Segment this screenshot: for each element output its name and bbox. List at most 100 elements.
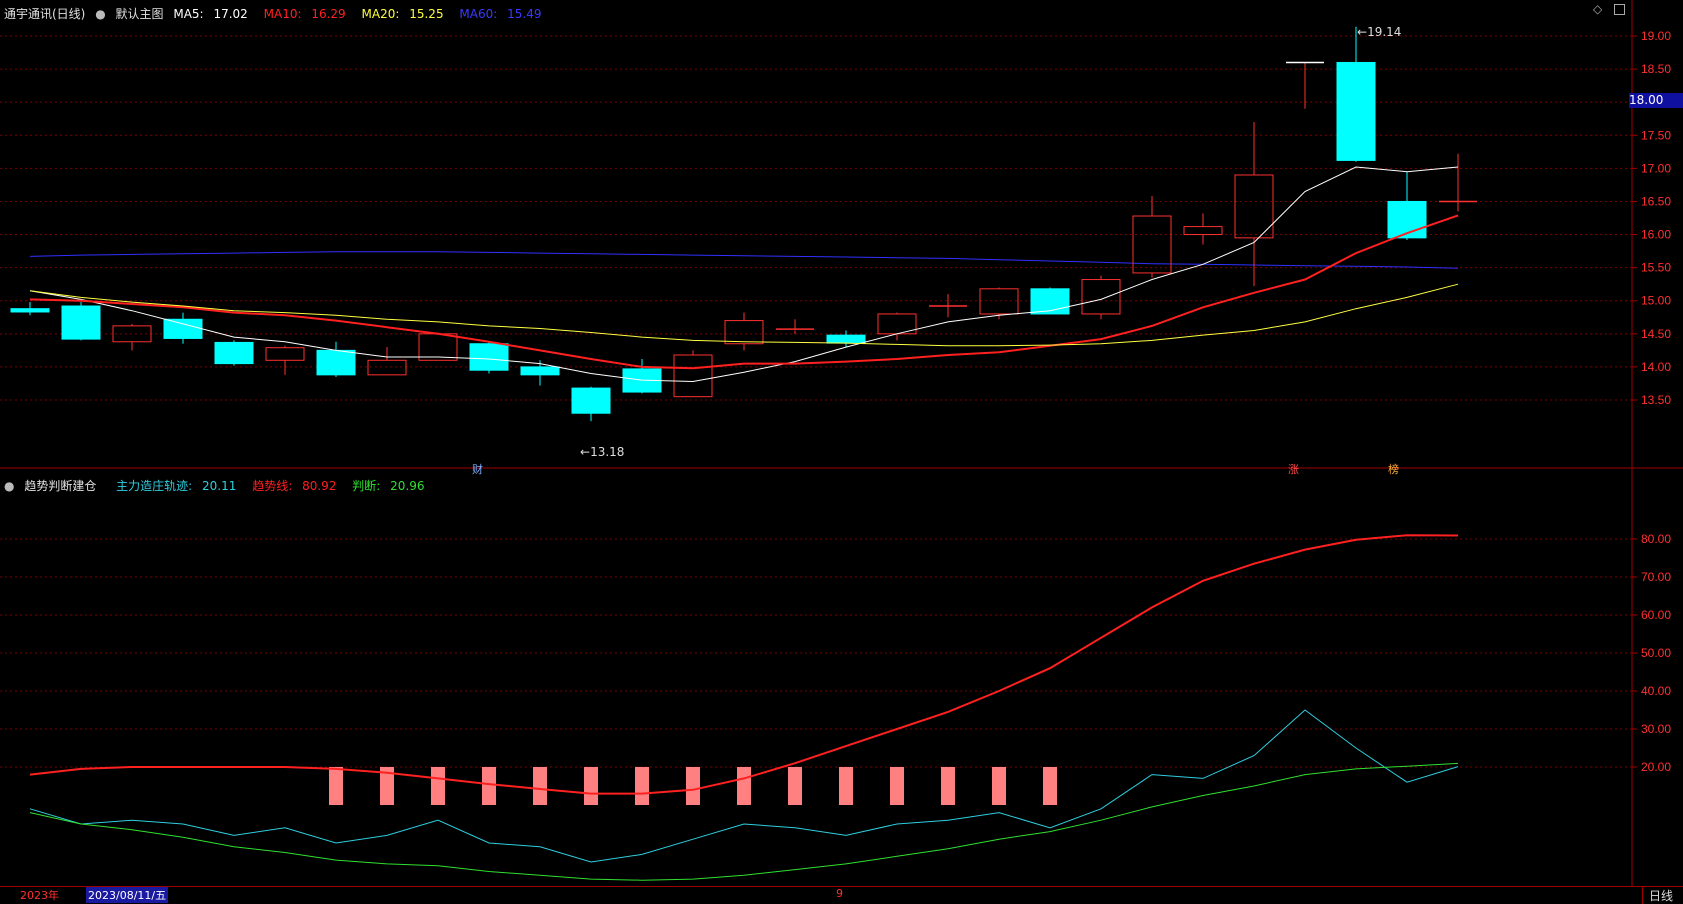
candle-body-up <box>418 333 458 361</box>
ma20-value: 15.25 <box>409 7 444 21</box>
line1-legend: 主力造庄轨迹: 20.11 <box>116 479 242 493</box>
candle <box>214 340 254 366</box>
candle <box>979 287 1019 320</box>
build-position-bar <box>686 767 700 805</box>
dragon-tiger-marker[interactable]: 榜 <box>1388 463 1399 476</box>
sub-collapse-icon[interactable]: ● <box>4 479 15 493</box>
main-indicator-name[interactable]: 默认主图 <box>115 7 164 21</box>
ma20-legend: MA20: 15.25 <box>362 7 450 21</box>
candle <box>10 302 50 316</box>
build-position-bar <box>992 767 1006 805</box>
ma10-value: 16.29 <box>311 7 346 21</box>
main-tick-label: 19.00 <box>1641 29 1671 43</box>
build-position-bar <box>890 767 904 805</box>
candle-body-up <box>112 325 152 343</box>
main-tick-label: 14.00 <box>1641 360 1671 374</box>
sub-series-line-2 <box>29 534 1459 795</box>
sub-indicator-lines <box>29 534 1459 881</box>
line2-value: 80.92 <box>302 479 337 493</box>
ma20-line <box>29 283 1459 347</box>
finance-marker[interactable]: 财 <box>472 463 483 476</box>
line2-legend: 趋势线: 80.92 <box>252 479 342 493</box>
price-axis: 13.50 14.00 14.50 15.00 15.50 16.00 16.50 17.00… <box>1632 29 1671 774</box>
main-tick-label: 15.50 <box>1641 261 1671 275</box>
candle-body-down <box>214 341 254 365</box>
build-position-bar <box>380 767 394 805</box>
chevron-down-icon[interactable]: ● <box>95 7 106 21</box>
build-position-bar <box>584 767 598 805</box>
main-header: 通宇通讯(日线) ● 默认主图 MA5: 17.02 MA10: 16.29 M… <box>4 5 553 22</box>
candle-body-down <box>469 343 509 371</box>
sub-indicator-name[interactable]: 趋势判断建仓 <box>24 479 97 493</box>
ma10-label: MA10: <box>263 7 302 21</box>
candle <box>1030 287 1070 315</box>
candle <box>571 386 611 422</box>
build-position-bar <box>635 767 649 805</box>
line1-label: 主力造庄轨迹: <box>116 479 193 493</box>
year-label: 2023年 <box>20 889 59 902</box>
candle-body-up <box>1183 226 1223 236</box>
month-label: 9 <box>836 887 843 900</box>
build-position-bar <box>329 767 343 805</box>
candle-body-down <box>826 334 866 344</box>
candle-body-down <box>316 349 356 376</box>
candle <box>673 350 713 398</box>
line1-value: 20.11 <box>202 479 237 493</box>
candle-body-up <box>367 359 407 376</box>
moving-averages <box>29 166 1459 383</box>
ma60-layer <box>29 251 1459 269</box>
diamond-icon[interactable]: ◇ <box>1592 2 1603 16</box>
grid-lines <box>0 35 1632 768</box>
candle <box>1336 26 1376 162</box>
ma5-line <box>29 166 1459 383</box>
candle <box>1132 196 1172 278</box>
main-tick-label: 13.50 <box>1641 393 1671 407</box>
ma10-legend: MA10: 16.29 <box>264 7 352 21</box>
candle-body-down <box>163 318 203 339</box>
candle-body-up <box>979 288 1019 315</box>
build-position-bar <box>788 767 802 805</box>
limit-up-marker[interactable]: 涨 <box>1288 463 1299 476</box>
period-button[interactable]: 日线 <box>1641 887 1673 904</box>
ma5-value: 17.02 <box>213 7 248 21</box>
candle <box>316 341 356 377</box>
candle <box>877 312 917 341</box>
candle <box>469 341 509 374</box>
ma20-label: MA20: <box>361 7 400 21</box>
candle <box>265 345 305 375</box>
candle-body-down <box>571 387 611 414</box>
candle-body-up <box>1081 279 1121 315</box>
candle <box>1183 213 1223 245</box>
candle <box>367 347 407 376</box>
current-price-tag: 18.00 <box>1629 93 1683 108</box>
header-tools: ◇ <box>1593 2 1625 16</box>
candle <box>1387 171 1427 240</box>
build-position-bar <box>737 767 751 805</box>
ma60-value: 15.49 <box>507 7 542 21</box>
window-icon[interactable] <box>1614 4 1625 15</box>
candle <box>1234 122 1274 287</box>
low-price-value: 13.18 <box>590 445 625 459</box>
build-position-bar <box>839 767 853 805</box>
main-tick-label: 16.00 <box>1641 228 1671 242</box>
sub-header: ● 趋势判断建仓 主力造庄轨迹: 20.11 趋势线: 80.92 判断: 20… <box>4 477 437 494</box>
candle-body-down <box>520 366 560 376</box>
high-price-label: ←19.14 <box>1357 25 1402 39</box>
ma10-line <box>29 214 1459 370</box>
sub-tick-label: 30.00 <box>1641 722 1671 736</box>
candle <box>724 312 764 351</box>
build-position-bar <box>482 767 496 805</box>
candle-body-down <box>1387 200 1427 239</box>
stock-title[interactable]: 通宇通讯(日线) <box>4 7 86 21</box>
line2-label: 趋势线: <box>252 479 293 493</box>
sub-tick-label: 50.00 <box>1641 646 1671 660</box>
candle-body-down <box>61 305 101 340</box>
line3-label: 判断: <box>352 479 381 493</box>
build-position-bar <box>431 767 445 805</box>
ma60-label: MA60: <box>459 7 498 21</box>
sub-tick-label: 80.00 <box>1641 532 1671 546</box>
main-tick-label: 15.00 <box>1641 294 1671 308</box>
candle <box>61 302 101 341</box>
